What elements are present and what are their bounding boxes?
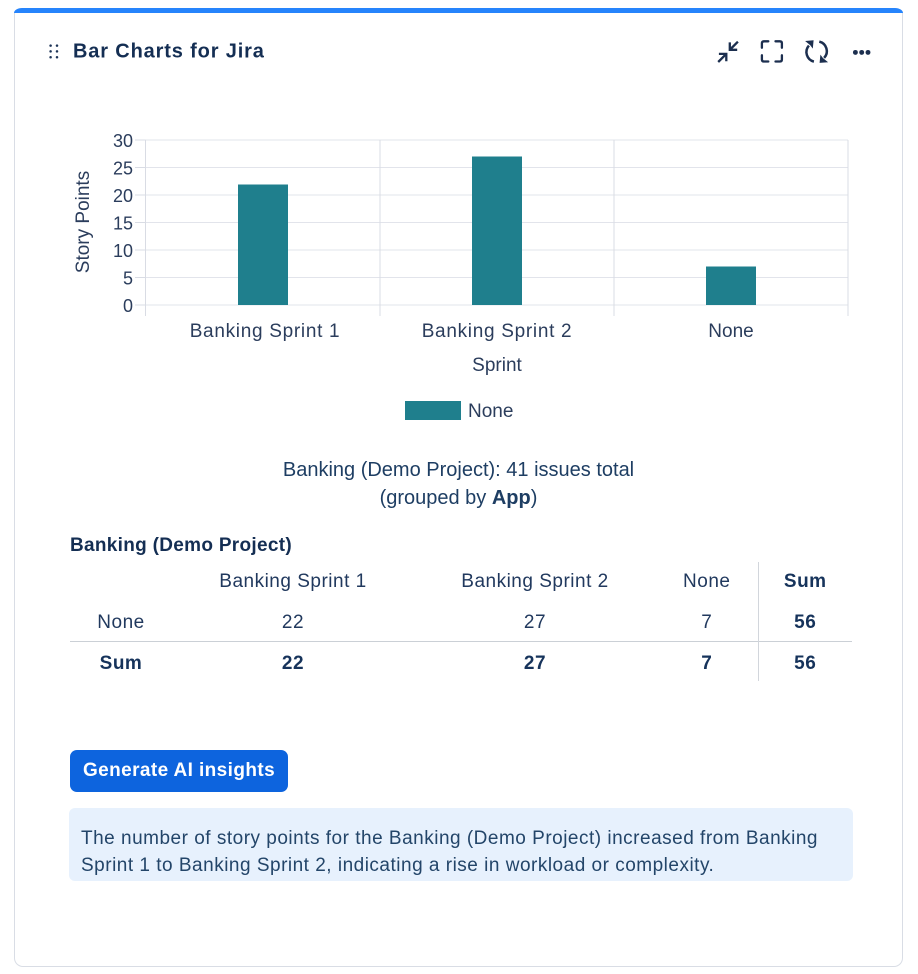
svg-text:5: 5	[123, 269, 133, 289]
svg-text:Story Points: Story Points	[73, 171, 94, 273]
svg-text:Banking Sprint 1: Banking Sprint 1	[190, 321, 341, 342]
svg-text:25: 25	[113, 159, 133, 179]
svg-text:20: 20	[113, 186, 133, 206]
svg-text:0: 0	[123, 296, 133, 316]
svg-text:None: None	[468, 401, 513, 422]
svg-text:None: None	[708, 321, 753, 342]
svg-text:10: 10	[113, 241, 133, 261]
svg-text:Sprint: Sprint	[472, 355, 522, 376]
svg-text:Banking Sprint 2: Banking Sprint 2	[422, 321, 573, 342]
svg-text:15: 15	[113, 214, 133, 234]
svg-text:30: 30	[113, 131, 133, 151]
